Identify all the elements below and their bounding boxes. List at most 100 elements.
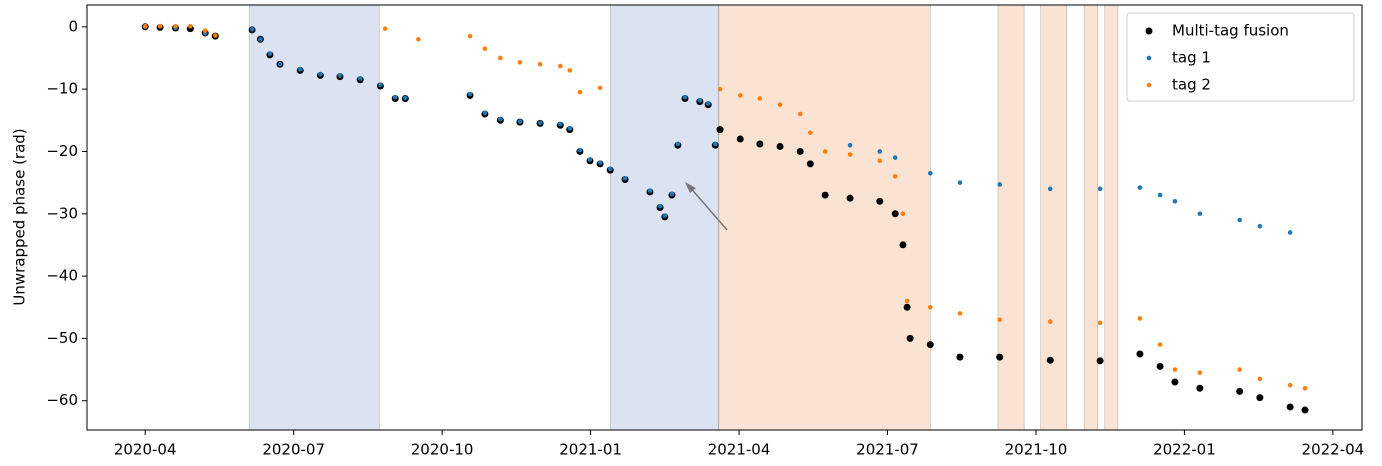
data-point [1137, 185, 1143, 190]
data-point [297, 66, 303, 72]
data-point [892, 155, 898, 160]
data-point [899, 241, 907, 249]
data-points [141, 23, 1309, 414]
data-point [876, 197, 884, 205]
data-point [717, 86, 723, 92]
data-point [777, 102, 783, 108]
data-point [669, 191, 675, 197]
data-point [392, 94, 398, 100]
data-point [1172, 198, 1178, 204]
data-point [926, 341, 934, 349]
data-point [1302, 385, 1308, 391]
data-point [482, 46, 488, 51]
data-point [757, 96, 763, 101]
data-point [736, 135, 744, 143]
x-tick-label: 2021-01 [559, 441, 622, 459]
x-tick-label: 2022-01 [1153, 441, 1216, 459]
x-tick-label: 2021-04 [708, 441, 771, 459]
data-point [1096, 357, 1104, 365]
shaded-span [248, 4, 380, 431]
data-point [537, 120, 543, 126]
data-point [1157, 192, 1163, 198]
legend: Multi-tag fusion tag 1 tag 2 [1126, 12, 1355, 102]
x-tick-label: 2021-10 [1005, 441, 1068, 459]
x-tick-label: 2022-04 [1302, 441, 1365, 459]
data-point [1197, 211, 1203, 217]
shaded-span [718, 4, 931, 431]
x-tick-label: 2020-04 [114, 441, 177, 459]
annotation-arrowhead [685, 182, 696, 193]
data-point [822, 149, 828, 154]
data-point [557, 63, 563, 69]
data-point [821, 191, 829, 199]
legend-marker [1146, 82, 1152, 88]
data-point [622, 175, 628, 181]
data-point [712, 141, 718, 147]
data-point [682, 94, 688, 100]
data-point [956, 353, 964, 361]
legend-marker [1145, 27, 1153, 35]
data-point [900, 211, 906, 217]
data-point [212, 33, 218, 38]
data-point [904, 298, 910, 304]
data-point [1301, 406, 1309, 414]
data-point [1047, 186, 1053, 192]
data-point [467, 91, 473, 97]
data-point [806, 160, 814, 168]
data-point [1256, 394, 1264, 402]
data-point [537, 61, 543, 67]
y-tick-label: 0 [68, 17, 78, 35]
y-tick-label: −60 [46, 391, 78, 409]
data-point [173, 23, 178, 29]
data-point [1286, 403, 1294, 411]
data-point [662, 213, 668, 218]
data-point [607, 166, 613, 172]
data-point [577, 89, 583, 95]
data-point [1136, 350, 1144, 358]
data-point [796, 147, 804, 155]
data-point [997, 317, 1003, 322]
data-point [657, 203, 663, 209]
annotation-arrow [688, 185, 728, 231]
data-point [927, 170, 933, 176]
data-point [847, 152, 853, 157]
data-point [716, 126, 724, 134]
data-point [1237, 367, 1242, 372]
data-point [1172, 367, 1178, 372]
data-point [467, 33, 473, 39]
data-point [249, 27, 255, 32]
data-point [403, 95, 408, 101]
data-point [482, 110, 488, 116]
data-point [1097, 186, 1103, 192]
data-point [808, 130, 813, 136]
data-point [416, 36, 421, 42]
data-point [378, 82, 383, 88]
data-point [597, 160, 603, 165]
data-point [577, 147, 583, 153]
data-point [892, 174, 898, 179]
data-point [498, 55, 503, 61]
x-tick-label: 2020-10 [411, 441, 474, 459]
data-point [517, 119, 523, 124]
data-point [1171, 378, 1179, 386]
data-point [567, 126, 573, 131]
plot-frame [86, 4, 1363, 431]
data-point [846, 194, 854, 202]
data-point [737, 93, 743, 98]
data-point [957, 311, 963, 316]
data-point [847, 142, 853, 148]
data-point [1257, 223, 1263, 229]
x-tick-label: 2020-07 [262, 441, 325, 459]
legend-label: tag 2 [1172, 76, 1211, 94]
data-point [517, 60, 523, 65]
data-point [957, 180, 963, 185]
data-point [357, 76, 363, 81]
data-point [697, 98, 703, 103]
data-point [557, 121, 563, 127]
data-point [1047, 319, 1053, 324]
y-tick-label: −50 [46, 329, 78, 347]
y-tick-label: −40 [46, 267, 78, 285]
data-point [157, 23, 163, 29]
y-tick-label: −10 [46, 80, 78, 98]
